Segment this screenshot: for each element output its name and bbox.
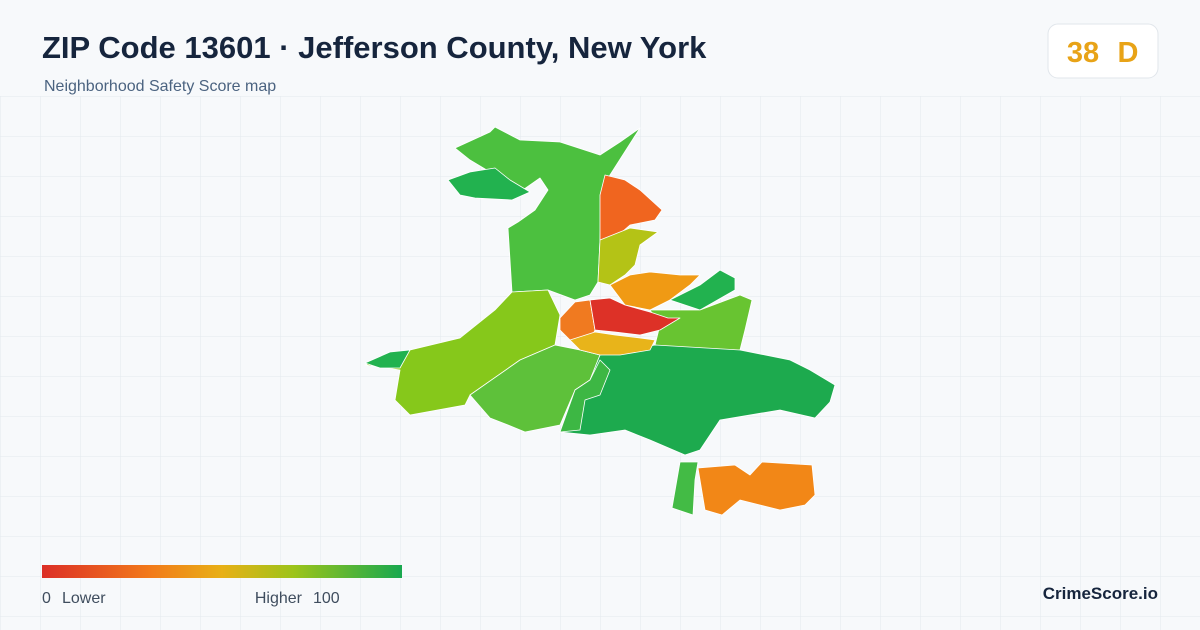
region (599, 174, 663, 241)
legend-max-label: Higher (255, 590, 303, 607)
legend-max: 100 (313, 590, 340, 607)
legend-min: 0 (42, 590, 51, 607)
score-box (1047, 23, 1159, 79)
region (609, 271, 701, 311)
title: ZIP Code 13601 · Jefferson County, New Y… (42, 30, 707, 65)
region (597, 227, 659, 286)
brand: CrimeScore.io (1043, 584, 1158, 603)
region (447, 167, 531, 201)
score-grade: D (1118, 37, 1139, 69)
region (649, 294, 753, 353)
region (589, 297, 681, 336)
map (364, 126, 836, 516)
region (671, 461, 699, 516)
region (559, 359, 611, 433)
legend-bar (42, 565, 402, 578)
score-value: 38 (1067, 37, 1099, 69)
legend-min-label: Lower (62, 590, 106, 607)
region (697, 461, 816, 516)
subtitle: Neighborhood Safety Score map (44, 78, 276, 95)
region (569, 331, 656, 356)
region (364, 349, 411, 369)
